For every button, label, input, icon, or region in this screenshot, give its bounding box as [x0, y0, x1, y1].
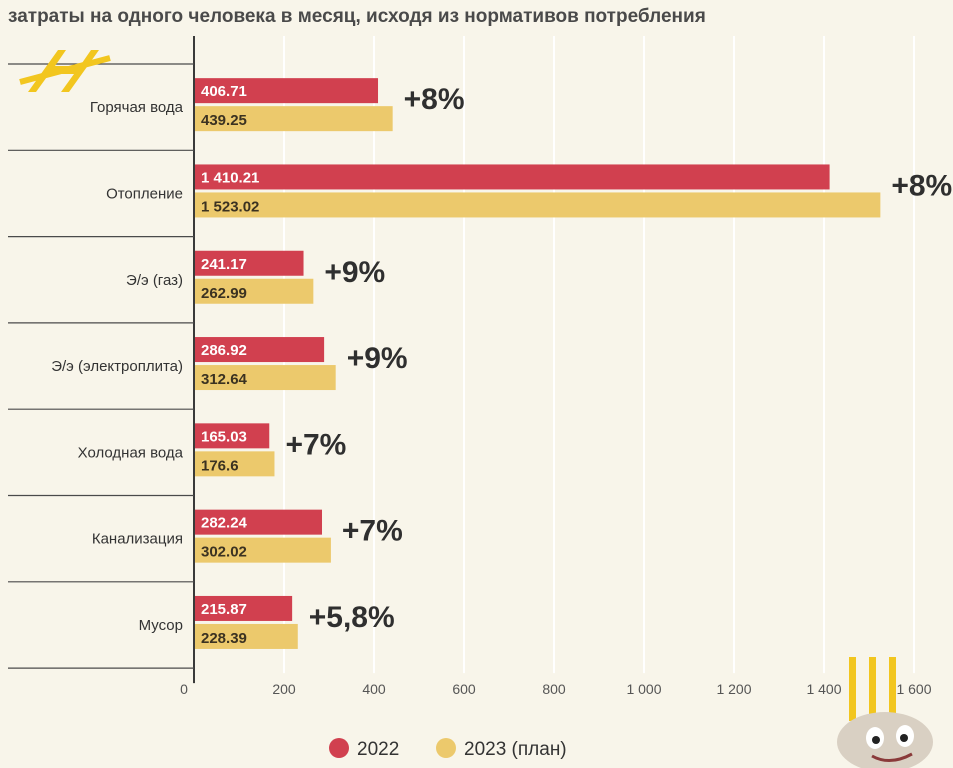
- category-label: Отопление: [106, 185, 183, 202]
- data-label-2023: 302.02: [201, 544, 247, 561]
- data-label-2022: 1 410.21: [201, 169, 259, 186]
- data-label-2022: 215.87: [201, 601, 247, 618]
- category-label: Горячая вода: [90, 99, 184, 116]
- mascot-icon: [837, 657, 933, 768]
- change-label: +9%: [324, 256, 385, 289]
- x-tick-label: 200: [272, 681, 296, 697]
- bar-2022: [195, 423, 270, 449]
- bar-2023: [195, 623, 298, 649]
- data-label-2022: 282.24: [201, 515, 248, 532]
- x-axis-ticks: 0 200 400 600 800 1 000 1 200 1 400 1 600: [180, 681, 932, 697]
- data-label-2023: 176.6: [201, 457, 239, 474]
- category-label: Э/э (газ): [126, 272, 183, 289]
- x-tick-label: 0: [180, 681, 188, 697]
- category-rows: Горячая вода Отопление Э/э (газ) Э/э (элект…: [8, 63, 194, 669]
- data-label-2023: 439.25: [201, 112, 247, 129]
- bar-2023: [195, 278, 314, 304]
- change-label: +8%: [404, 83, 465, 116]
- chart-title: затраты на одного человека в месяц, исхо…: [8, 6, 706, 27]
- bar-2023: [195, 537, 331, 563]
- brand-logo: [19, 50, 111, 92]
- x-tick-label: 600: [452, 681, 476, 697]
- data-label-2023: 1 523.02: [201, 198, 259, 215]
- bar-2022: [195, 337, 325, 363]
- bar-2023: [195, 106, 393, 132]
- legend-marker-2022: [329, 738, 349, 758]
- legend: 2022 2023 (план): [329, 738, 567, 760]
- change-label: +5,8%: [309, 601, 395, 634]
- change-label: +7%: [342, 515, 403, 548]
- bar-2022: [195, 164, 830, 190]
- data-label-2022: 165.03: [201, 428, 247, 445]
- gridlines: [193, 36, 915, 684]
- category-label: Канализация: [92, 531, 183, 548]
- data-label-2023: 312.64: [201, 371, 248, 388]
- x-tick-label: 1 600: [896, 681, 931, 697]
- bar-2023: [195, 451, 275, 477]
- bar-2022: [195, 78, 379, 104]
- bar-2023: [195, 365, 336, 391]
- bar-2022: [195, 509, 323, 535]
- x-tick-label: 1 200: [716, 681, 751, 697]
- x-tick-label: 1 400: [806, 681, 841, 697]
- data-label-2023: 228.39: [201, 630, 247, 647]
- bar-2022: [195, 250, 304, 276]
- change-label: +9%: [347, 342, 408, 375]
- x-tick-label: 800: [542, 681, 566, 697]
- change-label: +8%: [891, 169, 952, 202]
- category-label: Холодная вода: [78, 444, 184, 461]
- legend-label-2023: 2023 (план): [464, 739, 567, 760]
- data-label-2022: 286.92: [201, 342, 247, 359]
- data-label-2023: 262.99: [201, 285, 247, 302]
- category-label: Э/э (электроплита): [51, 358, 183, 375]
- legend-marker-2023: [436, 738, 456, 758]
- bar-2023: [195, 192, 881, 218]
- bar-2022: [195, 595, 293, 621]
- data-label-2022: 406.71: [201, 83, 247, 100]
- bars: 406.71 439.25 +8% 1 410.21 1 523.02 +8% 241.17…: [195, 78, 952, 649]
- data-label-2022: 241.17: [201, 256, 247, 273]
- category-label: Мусор: [139, 617, 183, 634]
- legend-label-2022: 2022: [357, 739, 399, 760]
- x-tick-label: 400: [362, 681, 386, 697]
- change-label: +7%: [285, 428, 346, 461]
- x-tick-label: 1 000: [626, 681, 661, 697]
